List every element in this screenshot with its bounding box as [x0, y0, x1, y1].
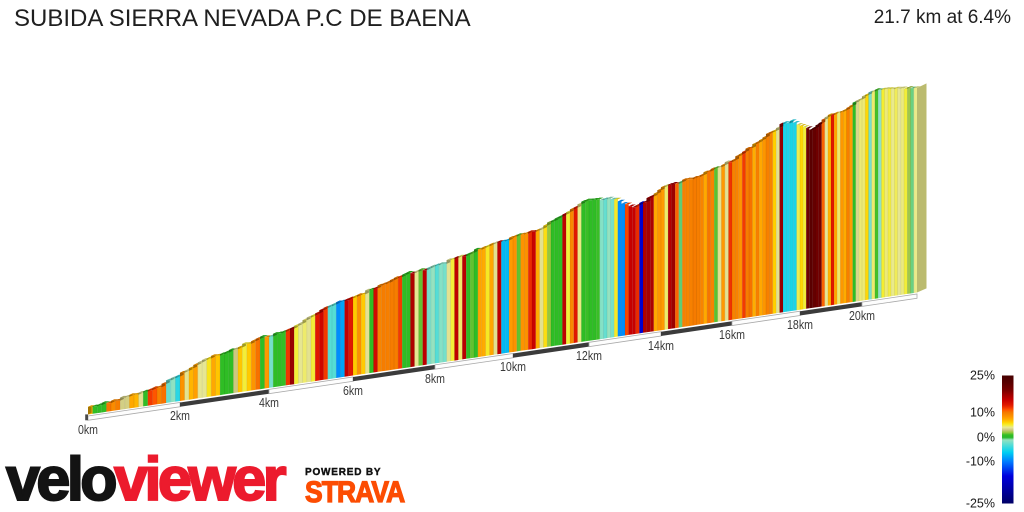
svg-text:2km: 2km — [170, 409, 190, 423]
svg-text:0%: 0% — [977, 430, 995, 444]
svg-text:-10%: -10% — [966, 454, 995, 468]
svg-text:-25%: -25% — [966, 496, 995, 510]
svg-text:4km: 4km — [259, 396, 279, 410]
svg-text:25%: 25% — [970, 368, 995, 382]
svg-text:18km: 18km — [787, 318, 813, 332]
svg-text:10%: 10% — [970, 405, 995, 419]
svg-text:0km: 0km — [78, 423, 98, 437]
svg-text:8km: 8km — [425, 372, 445, 386]
svg-text:6km: 6km — [343, 384, 363, 398]
svg-text:12km: 12km — [576, 349, 602, 363]
svg-text:16km: 16km — [719, 328, 745, 342]
svg-text:20km: 20km — [849, 309, 875, 323]
svg-text:10km: 10km — [500, 360, 526, 374]
svg-text:14km: 14km — [648, 339, 674, 353]
